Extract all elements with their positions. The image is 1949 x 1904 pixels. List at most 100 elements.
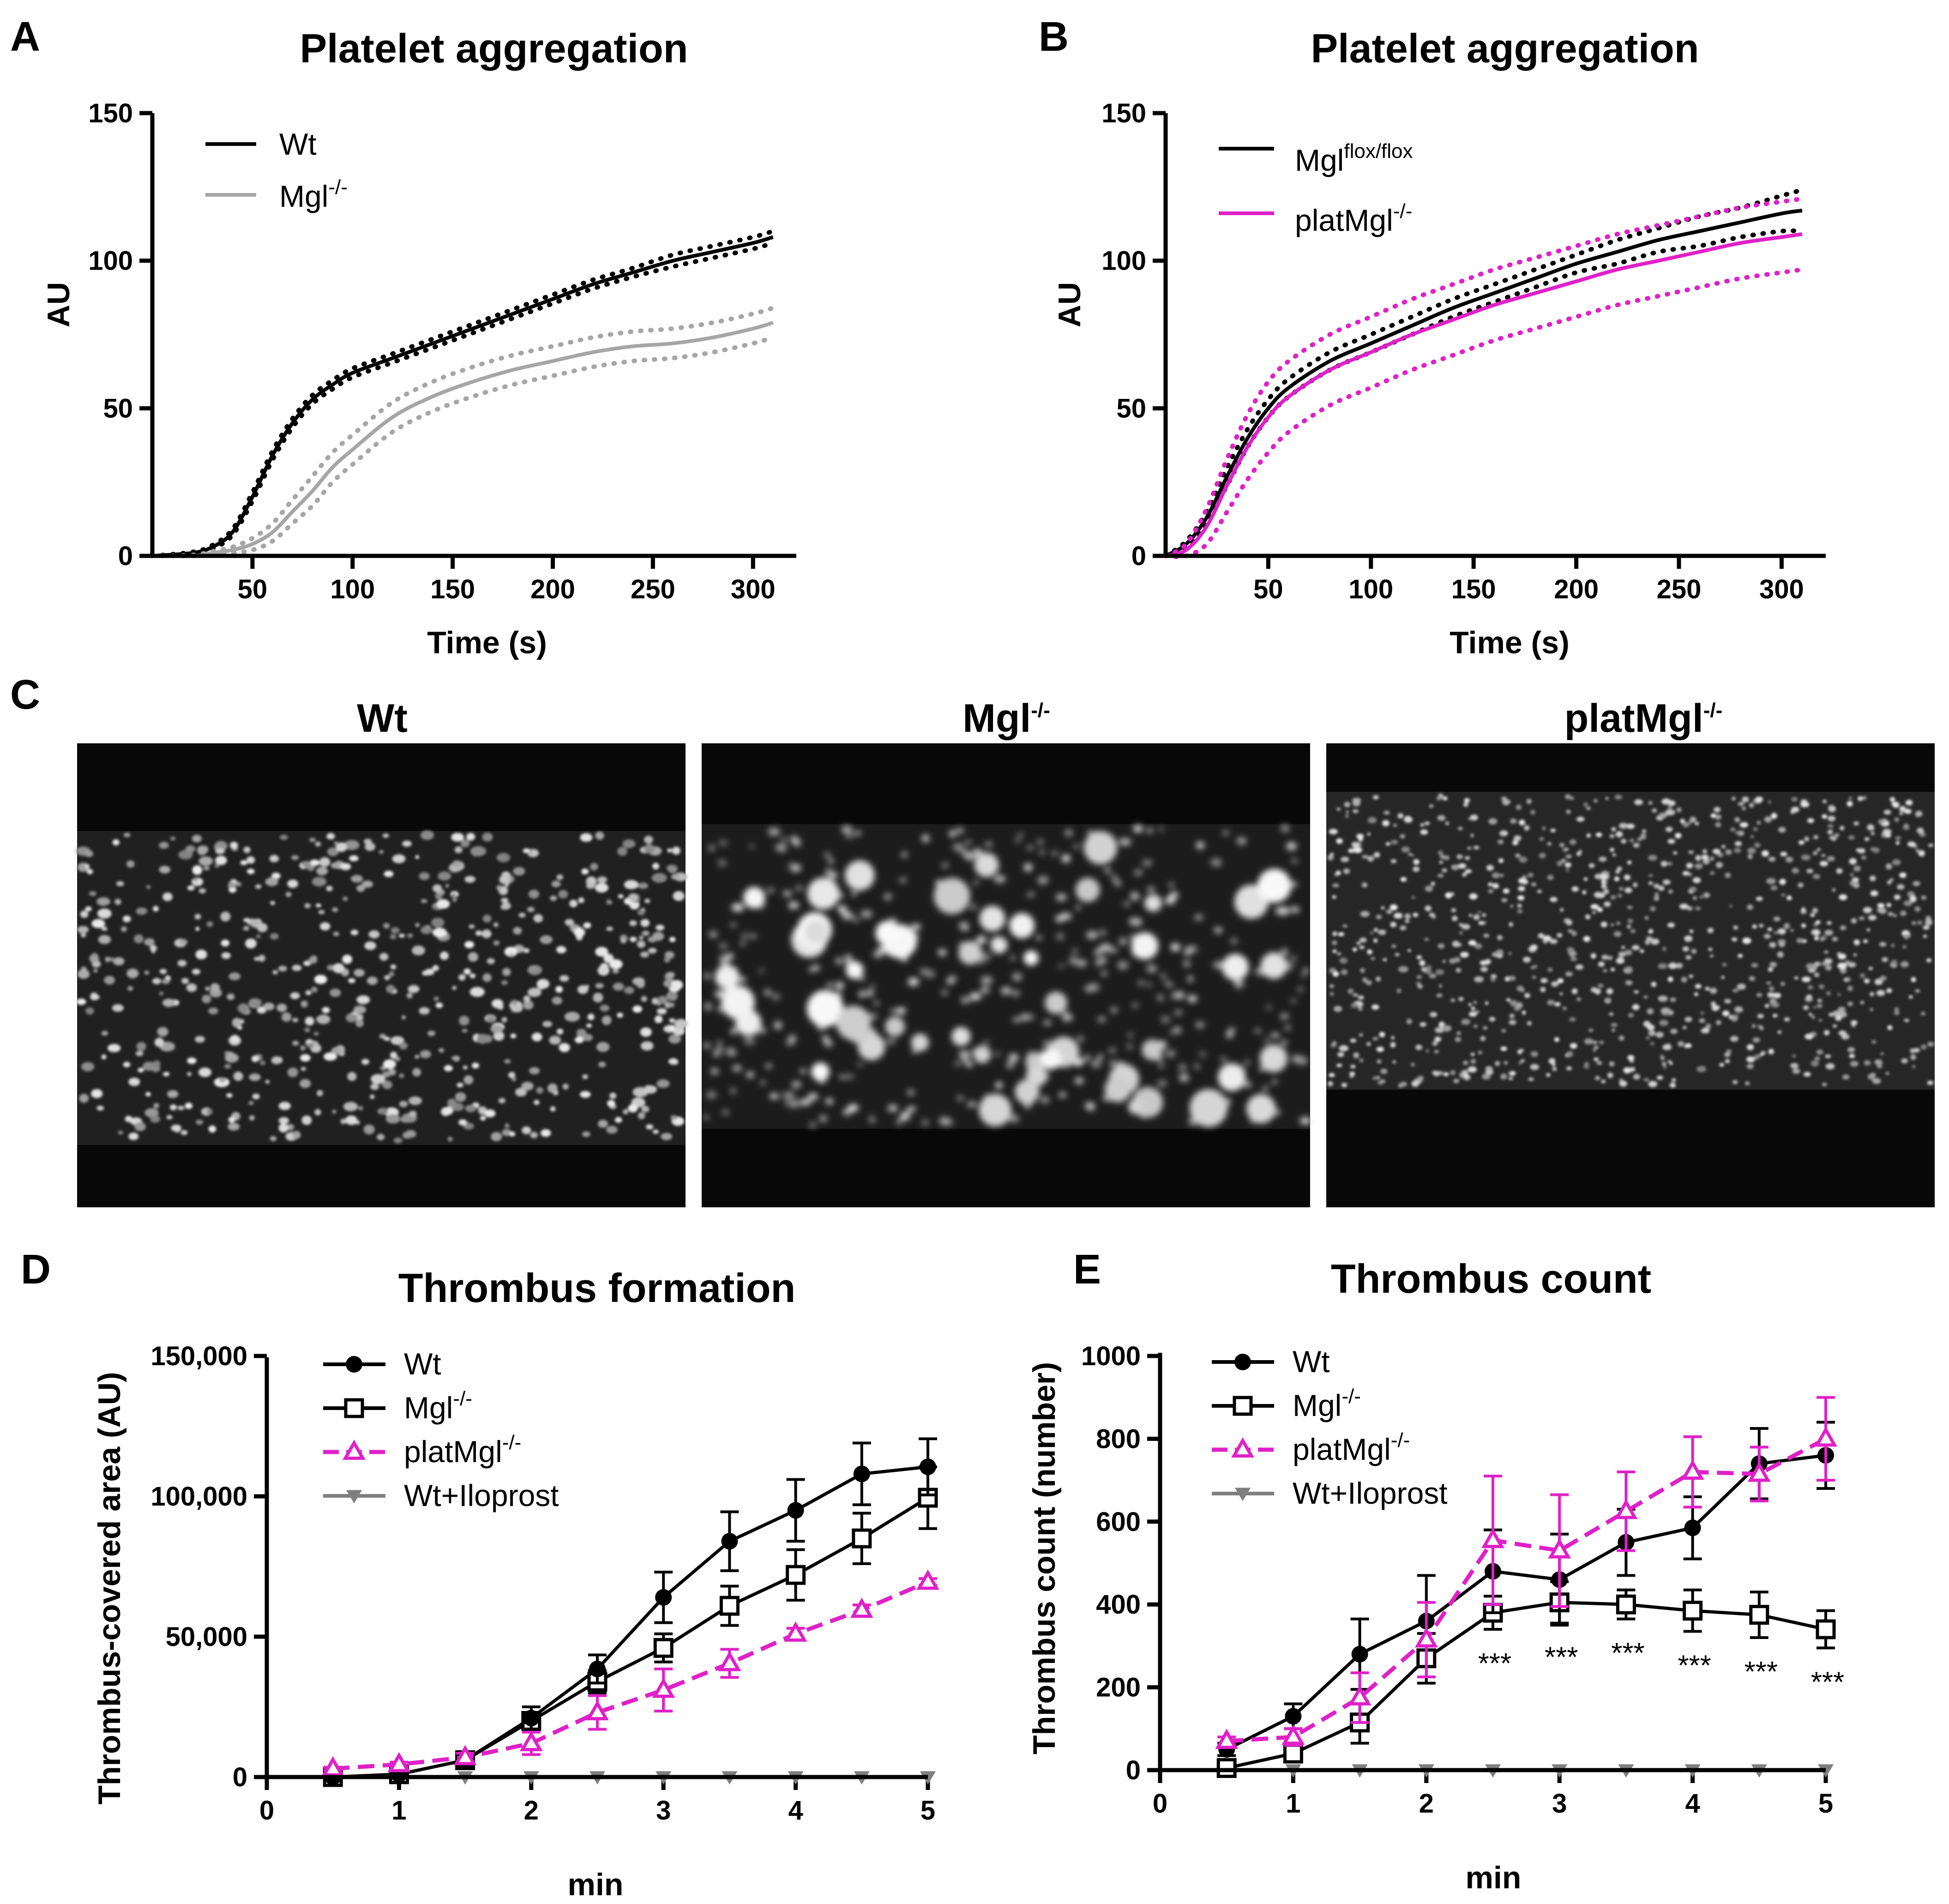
legend-label-wt: Wt — [1293, 1344, 1330, 1379]
panel-e-title: Thrombus count — [1331, 1256, 1651, 1301]
panel-e: E Thrombus count Thrombus count (number)… — [1027, 1247, 1844, 1895]
panel-b-y-tick-label: 50 — [1116, 393, 1146, 423]
panel-b-x-axis-label: Time (s) — [1450, 625, 1569, 660]
series-lower-bound-mgl — [150, 335, 776, 559]
series-line-wt — [1226, 1453, 1826, 1751]
data-point-wt — [920, 1458, 936, 1476]
data-point-mgl — [852, 1528, 872, 1549]
data-point-platmgl — [1548, 1538, 1571, 1559]
panel-e-x-tick-label: 4 — [1685, 1789, 1700, 1819]
panel-a: A Platelet aggregation AU Time (s) 0 50 10… — [10, 14, 796, 660]
data-point-platmgl — [1348, 1685, 1372, 1706]
legend-marker-wt-iloprost — [346, 1490, 362, 1504]
data-point-wt — [523, 1710, 540, 1727]
legend-label-mgl: Mgl-/- — [404, 1387, 472, 1425]
panel-b-y-tick-label: 0 — [1131, 541, 1146, 571]
legend-marker-wt — [1234, 1354, 1251, 1370]
panel-b-y-axis-label: AU — [1052, 282, 1087, 327]
panel-d-y-tick-label: 150,000 — [150, 1341, 247, 1371]
series-upper-bound-wt — [150, 229, 776, 558]
panel-d: D Thrombus formation Thrombus-covered ar… — [21, 1247, 939, 1902]
panel-a-y-tick-label: 0 — [118, 541, 133, 571]
panel-letter-e: E — [1073, 1247, 1101, 1293]
significance-marker: *** — [1611, 1638, 1644, 1669]
data-point-platmgl — [718, 1651, 741, 1671]
legend-label-wt-iloprost: Wt+Iloprost — [404, 1478, 559, 1512]
legend-label-wt-iloprost: Wt+Iloprost — [1293, 1476, 1448, 1510]
panel-b-y-tick-label: 100 — [1101, 246, 1146, 276]
legend-label-mgl: Mgl-/- — [1293, 1385, 1361, 1422]
data-point-mgl — [1283, 1743, 1303, 1764]
data-point-platmgl — [1614, 1499, 1638, 1519]
data-point-mgl — [1616, 1594, 1636, 1615]
data-point-platmgl — [1481, 1528, 1504, 1549]
panel-d-x-tick-label: 2 — [524, 1796, 539, 1826]
significance-marker: *** — [1478, 1648, 1511, 1680]
panel-d-y-axis-label: Thrombus-covered area (AU) — [92, 1372, 127, 1804]
series-line-mgl — [1226, 1601, 1826, 1770]
data-point-mgl — [786, 1565, 806, 1585]
legend-label-mgl-flox: Mglflox/flox — [1295, 140, 1413, 177]
panel-b-ticks: 0 50 100 150 50 100 150 200 250 300 — [1101, 98, 1804, 604]
panel-d-x-axis-label: min — [568, 1867, 624, 1902]
series-upper-bound-mgl-flox-flox — [1163, 187, 1805, 558]
panel-a-x-tick-label: 200 — [530, 574, 575, 604]
panel-e-x-tick-label: 1 — [1286, 1789, 1300, 1819]
panel-e-y-tick-label: 200 — [1096, 1673, 1141, 1703]
panel-d-y-tick-label: 100,000 — [150, 1482, 247, 1512]
series-line-platmgl — [332, 1580, 929, 1771]
series-line-wt — [152, 235, 774, 558]
panel-letter-c: C — [10, 672, 40, 718]
panel-d-y-tick-label: 50,000 — [166, 1622, 247, 1652]
data-point-platmgl — [321, 1756, 345, 1777]
panel-e-significance: *** *** *** *** *** *** — [1478, 1638, 1844, 1699]
panel-e-y-tick-label: 800 — [1096, 1424, 1141, 1454]
data-point-mgl — [1749, 1605, 1769, 1625]
panel-a-y-tick-label: 150 — [88, 98, 133, 128]
data-point-platmgl — [1281, 1724, 1305, 1745]
panel-a-y-tick-label: 100 — [88, 246, 133, 276]
image-title-wt: Wt — [357, 696, 408, 741]
legend-marker-mgl — [1233, 1396, 1253, 1416]
data-point-platmgl — [1215, 1729, 1239, 1749]
series-line-platmgl — [1226, 1437, 1827, 1743]
data-point-platmgl — [387, 1752, 411, 1772]
data-point-wt — [655, 1589, 672, 1606]
panel-b: B Platelet aggregation AU Time (s) 0 50 10… — [1039, 14, 1826, 660]
panel-d-x-tick-label: 5 — [920, 1796, 935, 1826]
panel-a-title: Platelet aggregation — [300, 25, 688, 71]
panel-e-y-tick-label: 1000 — [1081, 1341, 1141, 1371]
series-upper-bound-mgl — [150, 306, 776, 558]
panel-d-x-tick-label: 0 — [259, 1796, 274, 1826]
legend-marker-mgl — [344, 1398, 364, 1418]
micrograph-wt — [76, 743, 688, 1207]
panel-b-y-tick-label: 150 — [1101, 98, 1146, 128]
panel-e-x-tick-label: 0 — [1153, 1789, 1167, 1819]
data-point-wt — [1351, 1645, 1368, 1663]
legend-label-mgl: Mgl-/- — [279, 176, 348, 213]
legend-marker-platmgl — [1231, 1437, 1254, 1458]
panel-d-x-tick-label: 1 — [391, 1796, 406, 1826]
panel-d-x-tick-label: 3 — [656, 1796, 671, 1826]
panel-e-x-axis-label: min — [1466, 1860, 1522, 1895]
series-line-platmgl — [1165, 232, 1803, 558]
data-point-platmgl — [586, 1700, 609, 1721]
panel-a-data — [150, 229, 776, 559]
panel-a-x-axis-label: Time (s) — [427, 625, 547, 660]
micrograph-platmgl — [1326, 743, 1935, 1207]
panel-e-ticks: 0 200 400 600 800 1000 0 1 2 3 4 5 — [1081, 1341, 1833, 1819]
panel-e-legend: Wt Mgl-/- platMgl-/- Wt+Iloprost — [1212, 1344, 1448, 1510]
micrograph-mgl — [702, 743, 1311, 1207]
legend-marker-wt-iloprost — [1234, 1488, 1251, 1501]
data-point-mgl — [719, 1596, 740, 1616]
panel-b-x-tick-label: 100 — [1348, 574, 1393, 604]
image-title-platmgl: platMgl-/- — [1564, 696, 1723, 741]
panel-a-ticks: 0 50 100 150 50 100 150 200 250 300 — [88, 98, 775, 604]
data-point-wt — [721, 1533, 738, 1550]
panel-a-x-tick-label: 50 — [238, 574, 268, 604]
significance-marker: *** — [1545, 1642, 1578, 1674]
image-title-mgl: Mgl-/- — [962, 696, 1050, 741]
significance-marker: *** — [1811, 1666, 1844, 1698]
data-point-platmgl — [916, 1569, 939, 1590]
data-point-wt — [787, 1502, 804, 1519]
